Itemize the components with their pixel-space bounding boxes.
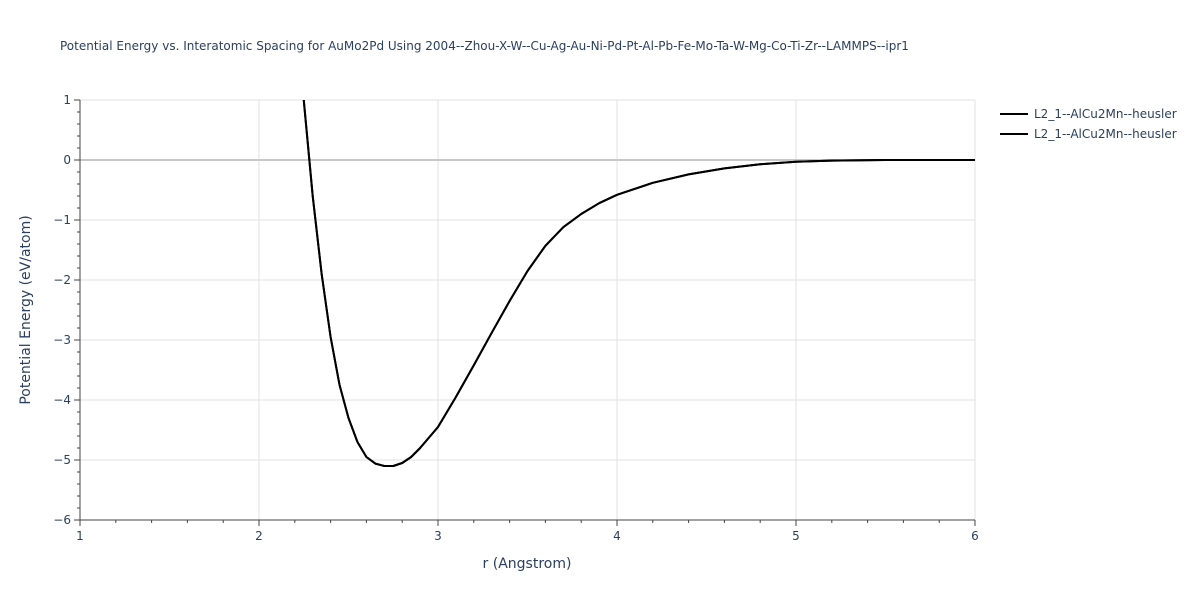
- legend-item-1[interactable]: L2_1--AlCu2Mn--heusler: [1000, 107, 1177, 121]
- y-tick-label: −3: [53, 333, 71, 347]
- series-lines: [302, 100, 975, 467]
- y-axis-label: Potential Energy (eV/atom): [18, 215, 34, 404]
- chart-title: Potential Energy vs. Interatomic Spacing…: [60, 39, 909, 53]
- y-tick-label: −5: [53, 453, 71, 467]
- y-tick-label: 0: [63, 153, 71, 167]
- legend[interactable]: L2_1--AlCu2Mn--heusler L2_1--AlCu2Mn--heu…: [1000, 107, 1177, 141]
- x-tick-label: 3: [434, 529, 442, 543]
- series-line-1: [302, 100, 975, 467]
- tick-labels: 1 2 3 4 5 6 1 0 −1 −2 −3 −4 −5 −6: [53, 93, 979, 543]
- x-axis-label: r (Angstrom): [483, 556, 572, 572]
- x-tick-label: 5: [792, 529, 800, 543]
- x-tick-label: 2: [255, 529, 263, 543]
- y-tick-label: −6: [53, 513, 71, 527]
- y-tick-label: 1: [63, 93, 71, 107]
- y-tick-label: −1: [53, 213, 71, 227]
- x-tick-label: 1: [76, 529, 84, 543]
- y-tick-label: −4: [53, 393, 71, 407]
- legend-label: L2_1--AlCu2Mn--heusler: [1034, 127, 1177, 141]
- legend-item-2[interactable]: L2_1--AlCu2Mn--heusler: [1000, 127, 1177, 141]
- series-line-2: [302, 100, 975, 467]
- x-tick-label: 6: [971, 529, 979, 543]
- x-tick-label: 4: [613, 529, 621, 543]
- axes: [74, 99, 976, 526]
- grid: [80, 99, 976, 520]
- y-tick-label: −2: [53, 273, 71, 287]
- legend-label: L2_1--AlCu2Mn--heusler: [1034, 107, 1177, 121]
